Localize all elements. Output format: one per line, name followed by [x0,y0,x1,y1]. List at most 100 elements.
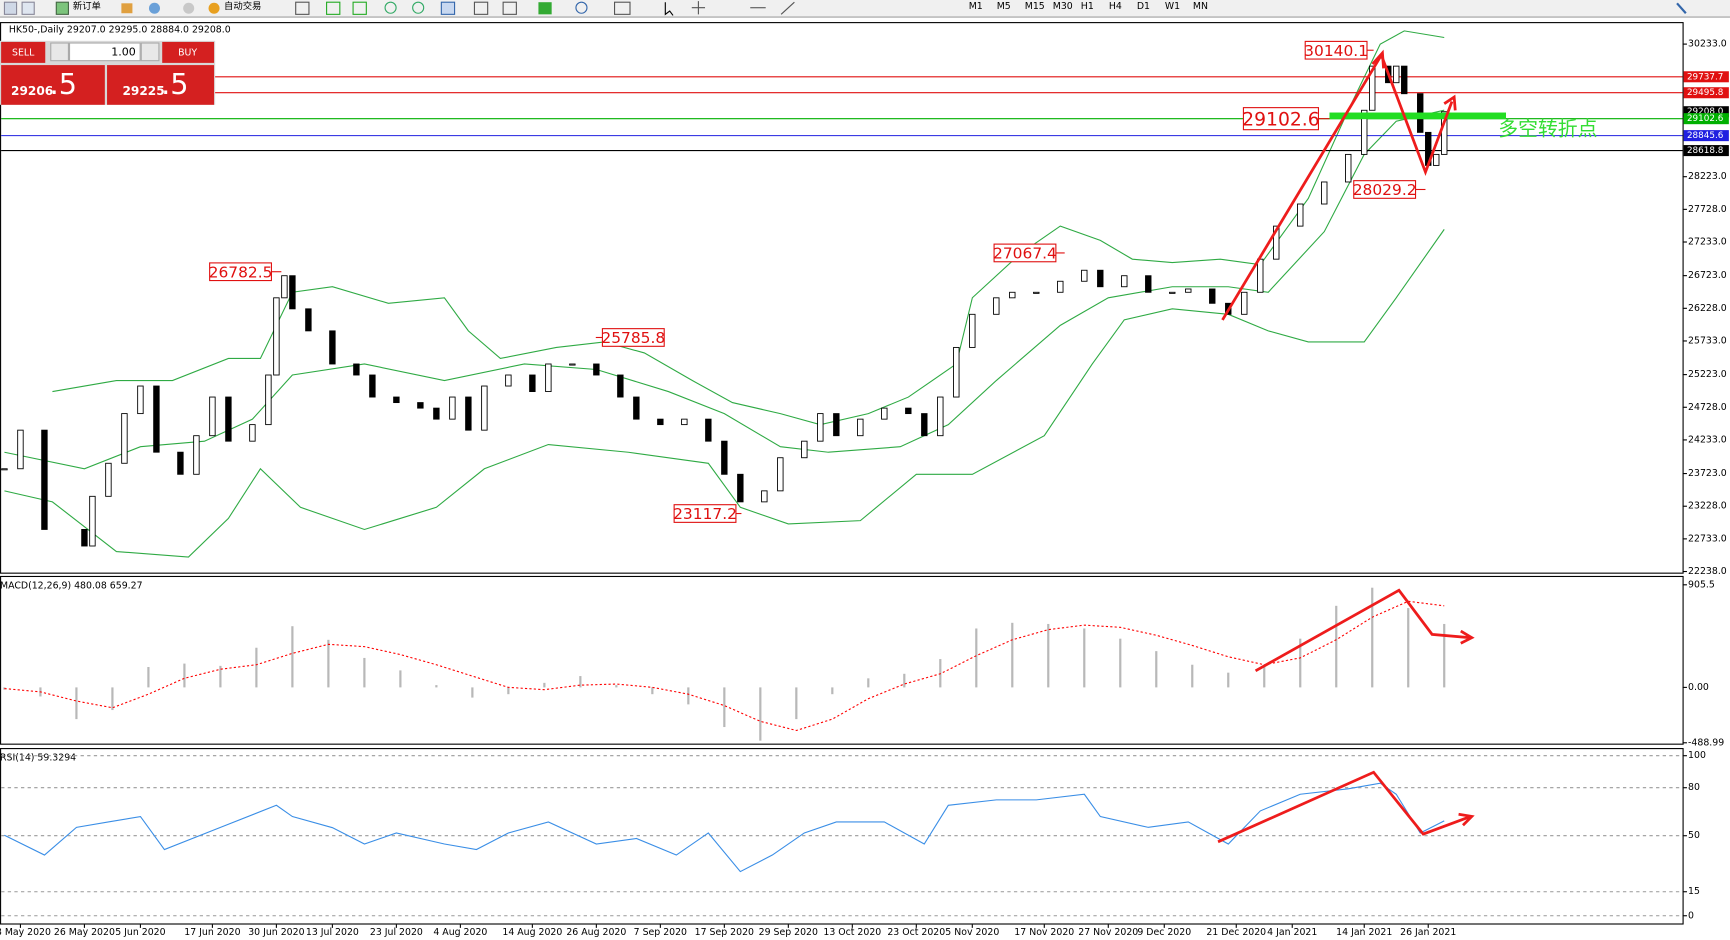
icon[interactable] [208,2,220,14]
macd-bar [1335,605,1338,688]
candle [569,363,576,366]
x-tick-label: 7 Sep 2020 [634,927,687,938]
plots: HK50-,Daily 29207.0 29295.0 28884.0 2920… [0,24,1729,938]
timeframe[interactable]: H4 [1109,1,1122,12]
timeframe[interactable]: M30 [1053,1,1073,12]
lot-field[interactable] [68,42,141,62]
macd-bar [363,657,366,688]
candle [617,374,624,398]
icon[interactable] [3,1,18,15]
icon[interactable] [21,1,35,15]
icon[interactable] [473,1,489,15]
candle [209,396,216,437]
icon[interactable] [575,1,588,14]
sell-label[interactable]: SELL [12,47,35,58]
buy-label[interactable]: BUY [178,47,197,58]
macd-bar [399,670,402,688]
lot-down[interactable] [50,42,69,62]
candle [1297,203,1304,227]
x-tick-label: 30 Jun 2020 [248,927,304,938]
timeframe[interactable]: M5 [997,1,1011,12]
icon[interactable] [352,1,367,15]
x-tick-label: 26 Jan 2021 [1400,927,1456,938]
macd-bar [1299,638,1302,688]
buy-fraction[interactable]: .5 [161,67,188,101]
icon[interactable] [538,2,552,15]
candle [137,385,144,415]
level-box [1683,130,1729,142]
sell-fraction[interactable]: .5 [50,67,77,101]
timeframe[interactable]: MN [1193,1,1208,12]
timeframe[interactable]: D1 [1137,1,1150,12]
x-tick-label: 18 May 2020 [0,927,51,938]
buy-price-box[interactable] [107,65,215,105]
timeframe[interactable]: W1 [1165,1,1180,12]
icon[interactable] [121,3,133,14]
macd-bar [1227,672,1230,688]
lot-up[interactable] [140,42,160,62]
candle [705,418,712,442]
x-tick-label: 23 Jul 2020 [370,927,423,938]
x-tick-label: 23 Oct 2020 [887,927,945,938]
candle [281,275,288,299]
candle [593,363,600,376]
candle [433,407,440,420]
timeframe[interactable]: H1 [1081,1,1094,12]
icon[interactable] [502,1,517,15]
lot-value[interactable]: 1.00 [111,45,136,58]
rsi-line [4,782,1445,873]
icon[interactable] [295,1,310,15]
candle [921,413,928,437]
candle [801,440,808,459]
price-label-box [601,328,665,347]
candle [881,407,888,420]
auto-trading[interactable]: 自动交易 [224,0,261,12]
candle [481,385,488,431]
icon[interactable] [384,1,397,14]
sell-price-box[interactable] [1,65,105,105]
annotation: 多空转折点 [1498,118,1597,141]
candle [761,490,768,503]
icon[interactable] [183,2,195,14]
icon[interactable] [664,2,674,16]
icon[interactable] [412,1,425,14]
x-tick-label: 17 Jun 2020 [184,927,240,938]
candle [273,297,280,376]
candle [1361,109,1368,155]
icon[interactable] [55,1,69,15]
new-order[interactable]: 新订单 [73,0,101,12]
price-label: 23117.2 [673,505,737,523]
y-tick-label: 27233.0 [1688,237,1727,248]
sell-price[interactable]: 29206 [11,84,53,98]
icon[interactable] [326,1,341,15]
level-box [1683,113,1729,125]
x-tick-label: 17 Sep 2020 [695,927,754,938]
buy-button[interactable] [162,41,215,63]
trend-arrows [1217,49,1475,844]
macd-bar [327,639,330,688]
candle [249,424,256,442]
macd-bar [147,667,150,688]
macd-panel [0,575,1684,745]
buy-price[interactable]: 29225 [122,84,164,98]
x-tick-label: 5 Nov 2020 [945,927,999,938]
x-tick-label: 13 Jul 2020 [306,927,359,938]
macd-bar [1011,622,1014,688]
macd-bar [1047,623,1050,688]
bollinger-band [4,109,1445,470]
candle [193,435,200,475]
timeframe[interactable]: M15 [1025,1,1045,12]
candle [529,374,536,393]
candle [225,396,232,442]
icon[interactable] [148,2,160,14]
sell-button[interactable] [1,41,46,63]
price-label-box [993,243,1057,263]
icon[interactable] [614,1,631,15]
icon[interactable] [1676,2,1687,14]
timeframe[interactable]: M1 [969,1,983,12]
candle [937,396,944,437]
candle [1369,65,1376,111]
icon[interactable] [691,1,706,15]
icon[interactable] [780,1,795,15]
icon[interactable] [440,1,456,15]
